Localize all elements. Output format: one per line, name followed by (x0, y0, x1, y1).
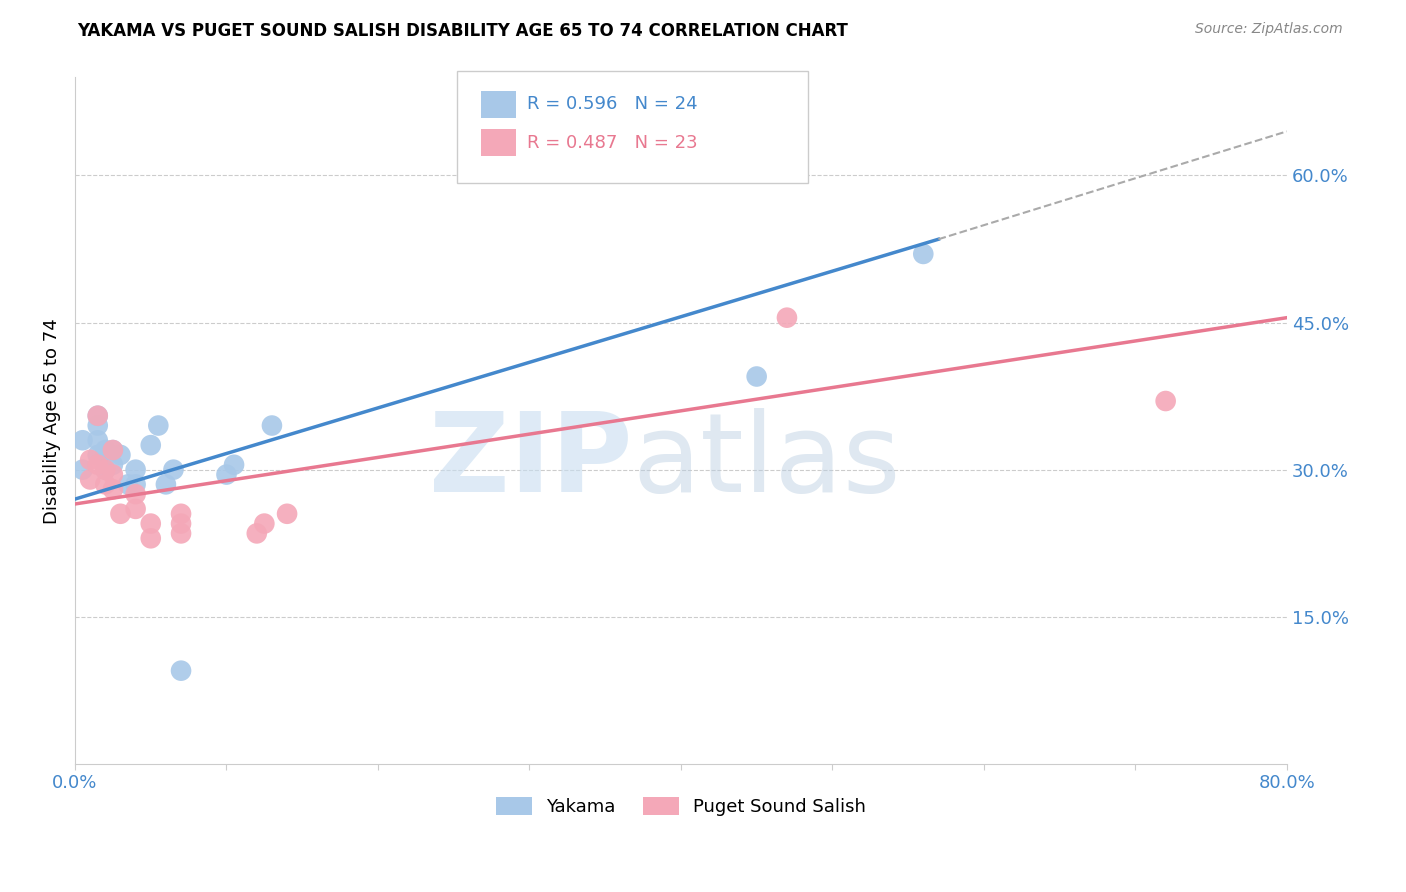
Point (170, 516, 193, 531)
Point (246, 526, 269, 541)
Point (117, 477, 139, 491)
Point (87, 409, 110, 423)
Point (1154, 394, 1177, 409)
Point (110, 507, 132, 521)
Point (101, 443, 124, 458)
Point (101, 483, 124, 497)
Point (72, 434, 94, 448)
Point (101, 458, 124, 472)
Text: R = 0.487   N = 23: R = 0.487 N = 23 (527, 134, 697, 152)
Point (110, 448, 132, 462)
Point (276, 507, 298, 521)
Point (170, 507, 193, 521)
Point (101, 467, 124, 482)
Y-axis label: Disability Age 65 to 74: Disability Age 65 to 74 (44, 318, 60, 524)
Point (162, 463, 184, 477)
Point (170, 664, 193, 678)
Point (124, 501, 146, 516)
Text: YAKAMA VS PUGET SOUND SALISH DISABILITY AGE 65 TO 74 CORRELATION CHART: YAKAMA VS PUGET SOUND SALISH DISABILITY … (77, 22, 848, 40)
Point (124, 477, 146, 491)
Point (139, 531, 162, 545)
Point (253, 516, 276, 531)
Point (94, 463, 117, 477)
Point (94, 477, 117, 491)
Point (139, 516, 162, 531)
Point (72, 463, 94, 477)
Point (94, 443, 117, 458)
Point (148, 418, 170, 433)
Text: R = 0.596   N = 24: R = 0.596 N = 24 (527, 95, 697, 113)
Point (139, 438, 162, 452)
Point (124, 487, 146, 501)
Point (101, 443, 124, 458)
Text: Source: ZipAtlas.com: Source: ZipAtlas.com (1195, 22, 1343, 37)
Text: atlas: atlas (633, 409, 901, 516)
Text: ZIP: ZIP (429, 409, 633, 516)
Point (124, 463, 146, 477)
Point (87, 448, 110, 462)
Point (87, 409, 110, 423)
Point (776, 310, 799, 325)
Point (222, 458, 245, 472)
Point (912, 247, 935, 261)
Point (745, 369, 768, 384)
Point (87, 434, 110, 448)
Point (79, 473, 101, 487)
Point (94, 463, 117, 477)
Point (260, 418, 283, 433)
Point (79, 453, 101, 467)
Point (87, 458, 110, 472)
Point (215, 467, 238, 482)
Point (87, 418, 110, 433)
Legend: Yakama, Puget Sound Salish: Yakama, Puget Sound Salish (488, 789, 873, 823)
Point (170, 526, 193, 541)
Point (155, 477, 177, 491)
